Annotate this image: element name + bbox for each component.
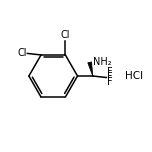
Text: F: F (107, 67, 113, 77)
Polygon shape (88, 62, 93, 76)
Text: NH₂: NH₂ (93, 57, 112, 67)
Text: F: F (107, 72, 113, 82)
Text: HCl: HCl (125, 71, 143, 81)
Text: F: F (107, 77, 113, 87)
Text: Cl: Cl (17, 48, 27, 58)
Text: Cl: Cl (61, 31, 70, 40)
